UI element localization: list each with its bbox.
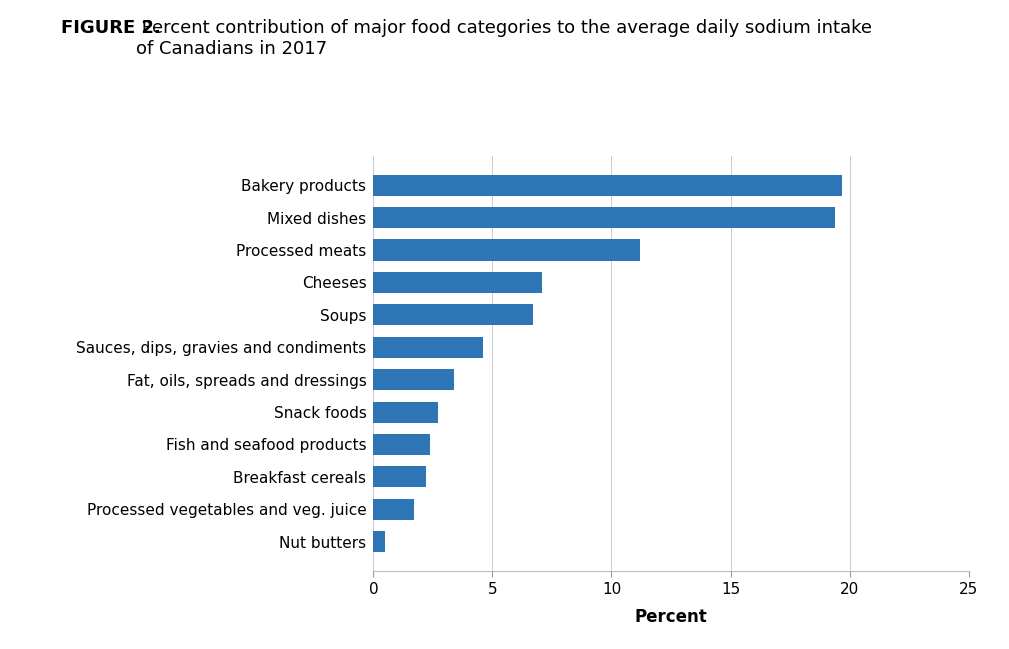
Bar — [373, 531, 385, 552]
Bar — [373, 175, 843, 196]
Bar — [373, 467, 426, 487]
Bar — [373, 499, 414, 520]
Bar — [373, 402, 438, 422]
Bar — [373, 434, 431, 455]
Bar — [373, 239, 640, 260]
Text: FIGURE 2.: FIGURE 2. — [61, 19, 160, 38]
Bar — [373, 207, 835, 228]
Bar — [373, 304, 533, 325]
Text: Percent contribution of major food categories to the average daily sodium intake: Percent contribution of major food categ… — [136, 19, 872, 58]
Bar — [373, 369, 454, 390]
Bar — [373, 337, 483, 358]
Bar — [373, 272, 543, 293]
X-axis label: Percent: Percent — [635, 607, 707, 626]
